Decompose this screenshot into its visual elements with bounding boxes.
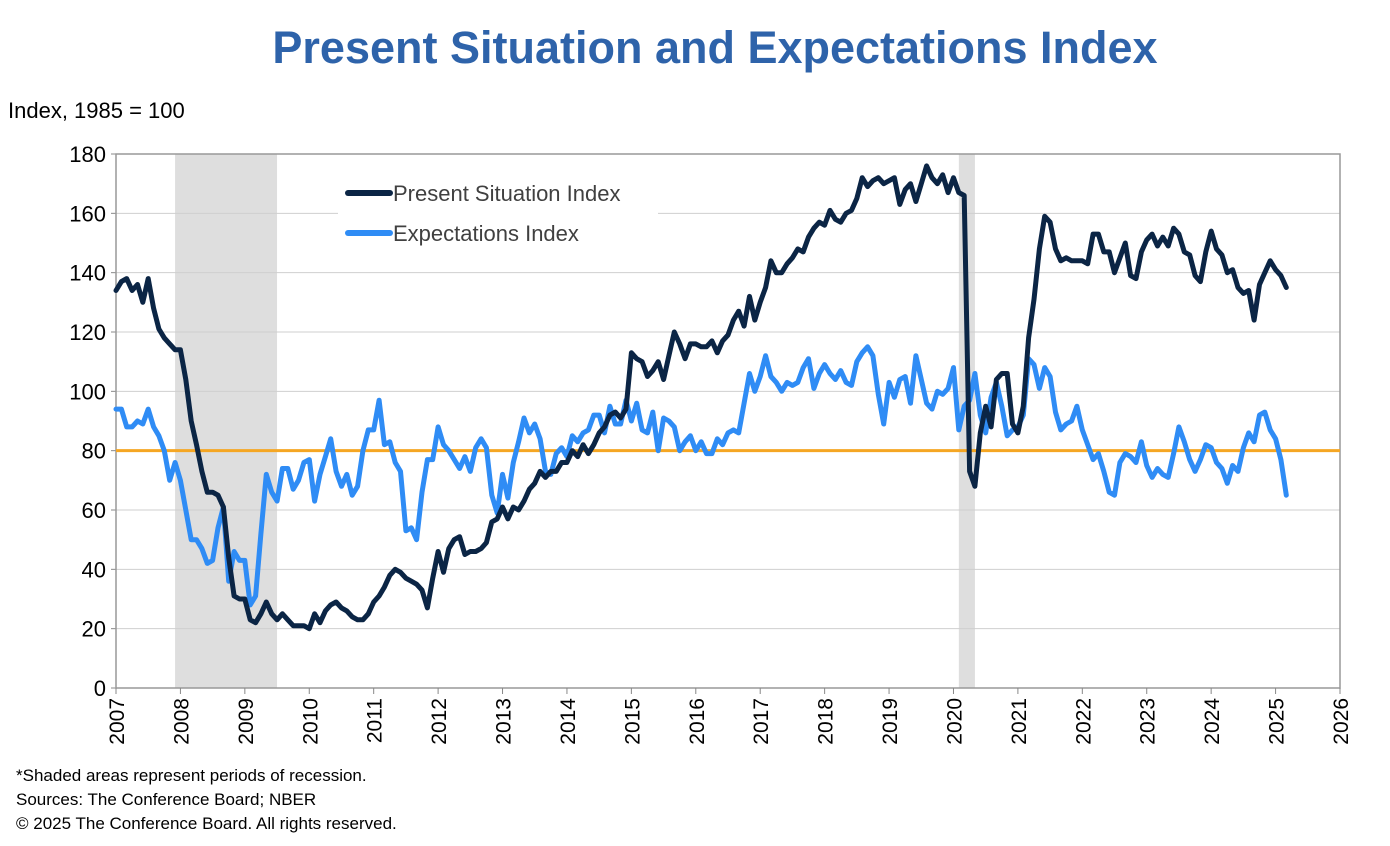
y-axis-label: Index, 1985 = 100 xyxy=(8,98,185,123)
x-tick-label: 2022 xyxy=(1072,698,1095,745)
y-tick-label: 140 xyxy=(69,261,106,286)
x-tick-label: 2016 xyxy=(686,698,709,745)
x-tick-label: 2009 xyxy=(235,698,258,745)
x-tick-label: 2007 xyxy=(106,698,129,745)
footnote-sources: Sources: The Conference Board; NBER xyxy=(16,790,317,809)
series-line-expectations xyxy=(113,344,1289,608)
x-tick-label: 2011 xyxy=(364,698,387,743)
y-tick-label: 80 xyxy=(82,439,106,464)
y-tick-label: 0 xyxy=(94,676,106,701)
x-tick-label: 2015 xyxy=(621,698,644,745)
x-tick-label: 2008 xyxy=(170,698,193,745)
y-tick-label: 180 xyxy=(69,142,106,167)
y-tick-label: 120 xyxy=(69,320,106,345)
legend-label: Expectations Index xyxy=(393,221,579,246)
footnote-copyright: © 2025 The Conference Board. All rights … xyxy=(16,814,397,833)
x-tick-label: 2018 xyxy=(815,698,838,745)
x-tick-label: 2019 xyxy=(879,698,902,745)
x-tick-label: 2021 xyxy=(1008,698,1031,745)
x-tick-label: 2025 xyxy=(1266,698,1289,745)
y-tick-label: 60 xyxy=(82,498,106,523)
x-tick-label: 2014 xyxy=(557,698,580,745)
x-tick-label: 2017 xyxy=(750,698,773,745)
x-tick-label: 2010 xyxy=(299,698,322,745)
x-tick-label: 2012 xyxy=(428,698,451,745)
chart-title: Present Situation and Expectations Index xyxy=(272,22,1158,73)
y-tick-label: 20 xyxy=(82,617,106,642)
x-tick-label: 2024 xyxy=(1201,698,1224,745)
x-tick-label: 2013 xyxy=(493,698,516,745)
x-tick-label: 2020 xyxy=(943,698,966,745)
legend-label: Present Situation Index xyxy=(393,181,620,206)
footnote-recession: *Shaded areas represent periods of reces… xyxy=(16,766,367,785)
plot-frame xyxy=(115,153,1341,689)
x-tick-label: 2023 xyxy=(1137,698,1160,745)
y-tick-label: 100 xyxy=(69,379,106,404)
legend-background xyxy=(338,172,658,252)
x-tick-label: 2026 xyxy=(1330,698,1353,745)
y-tick-label: 40 xyxy=(82,557,106,582)
series-line-present-situation xyxy=(113,163,1289,632)
y-tick-label: 160 xyxy=(69,201,106,226)
